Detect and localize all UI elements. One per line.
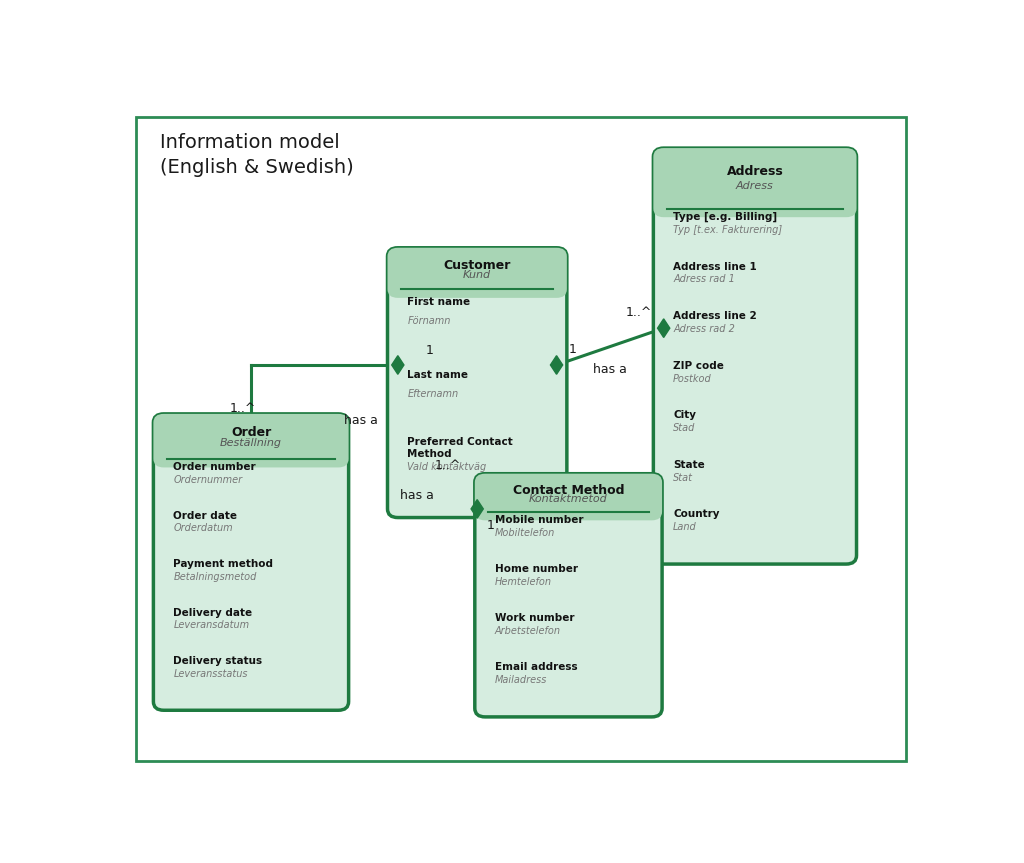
Text: Address: Address <box>727 165 783 178</box>
Bar <box>397 273 557 289</box>
FancyBboxPatch shape <box>136 117 905 761</box>
FancyBboxPatch shape <box>387 248 567 298</box>
Text: Adress rad 2: Adress rad 2 <box>673 324 735 334</box>
Text: Address line 2: Address line 2 <box>673 311 757 321</box>
Text: Förnamn: Förnamn <box>408 316 451 325</box>
Text: ZIP code: ZIP code <box>673 361 724 370</box>
Text: Vald kontaktväg: Vald kontaktväg <box>408 463 486 472</box>
Text: Betalningsmetod: Betalningsmetod <box>173 572 257 582</box>
Text: 1..^: 1..^ <box>626 306 652 318</box>
Text: Postkod: Postkod <box>673 374 712 383</box>
Text: has a: has a <box>344 414 378 427</box>
Text: Leveransdatum: Leveransdatum <box>173 620 250 630</box>
Text: Mailadress: Mailadress <box>495 675 547 685</box>
Text: Stad: Stad <box>673 423 695 433</box>
Text: Beställning: Beställning <box>220 438 282 448</box>
Text: Country: Country <box>673 509 720 520</box>
FancyBboxPatch shape <box>387 248 567 518</box>
Text: 1: 1 <box>568 343 577 356</box>
FancyBboxPatch shape <box>475 474 663 717</box>
Bar <box>164 441 338 459</box>
Text: Mobile number: Mobile number <box>495 515 583 525</box>
Text: 1: 1 <box>426 344 433 357</box>
Text: Delivery status: Delivery status <box>173 657 262 666</box>
Text: Kund: Kund <box>463 270 492 280</box>
Text: Contact Method: Contact Method <box>513 484 625 497</box>
FancyBboxPatch shape <box>653 148 856 217</box>
Text: Order: Order <box>230 426 271 439</box>
Text: Address line 1: Address line 1 <box>673 261 757 272</box>
Text: Information model
(English & Swedish): Information model (English & Swedish) <box>160 134 353 178</box>
Text: Adress: Adress <box>736 180 774 191</box>
Text: Customer: Customer <box>443 259 511 272</box>
Text: Mobiltelefon: Mobiltelefon <box>495 528 555 538</box>
Text: Leveransstatus: Leveransstatus <box>173 669 248 679</box>
Text: First name: First name <box>408 297 470 306</box>
Text: 1..^: 1..^ <box>435 459 461 472</box>
Polygon shape <box>551 356 562 375</box>
Text: Typ [t.ex. Fakturering]: Typ [t.ex. Fakturering] <box>673 225 782 235</box>
FancyBboxPatch shape <box>154 414 348 710</box>
Text: Hemtelefon: Hemtelefon <box>495 577 552 587</box>
Text: Order number: Order number <box>173 462 256 472</box>
Text: City: City <box>673 410 696 420</box>
Text: Email address: Email address <box>495 663 578 672</box>
Text: Kontaktmetod: Kontaktmetod <box>529 494 608 504</box>
Text: Work number: Work number <box>495 614 574 623</box>
Bar <box>664 183 846 209</box>
Text: Ordernummer: Ordernummer <box>173 475 243 485</box>
Text: 1: 1 <box>486 519 495 532</box>
Text: has a: has a <box>593 363 627 376</box>
Text: Delivery date: Delivery date <box>173 608 252 618</box>
Text: Adress rad 1: Adress rad 1 <box>673 274 735 285</box>
Text: Last name: Last name <box>408 370 468 380</box>
FancyBboxPatch shape <box>653 148 856 564</box>
Text: has a: has a <box>399 489 433 502</box>
Text: Order date: Order date <box>173 511 238 520</box>
FancyBboxPatch shape <box>154 414 348 468</box>
Polygon shape <box>392 356 403 375</box>
Text: Payment method: Payment method <box>173 559 273 570</box>
Text: Stat: Stat <box>673 473 693 482</box>
Text: 1..^: 1..^ <box>229 401 256 414</box>
Text: Preferred Contact
Method: Preferred Contact Method <box>408 438 513 459</box>
FancyBboxPatch shape <box>475 474 663 520</box>
Text: State: State <box>673 460 705 469</box>
Text: Home number: Home number <box>495 564 578 574</box>
Text: Type [e.g. Billing]: Type [e.g. Billing] <box>673 211 777 222</box>
Text: Land: Land <box>673 522 697 532</box>
Text: Arbetstelefon: Arbetstelefon <box>495 627 561 636</box>
Text: Efternamn: Efternamn <box>408 389 459 399</box>
Polygon shape <box>657 318 670 337</box>
Polygon shape <box>471 500 483 518</box>
Text: Orderdatum: Orderdatum <box>173 523 232 533</box>
Bar <box>485 497 652 512</box>
